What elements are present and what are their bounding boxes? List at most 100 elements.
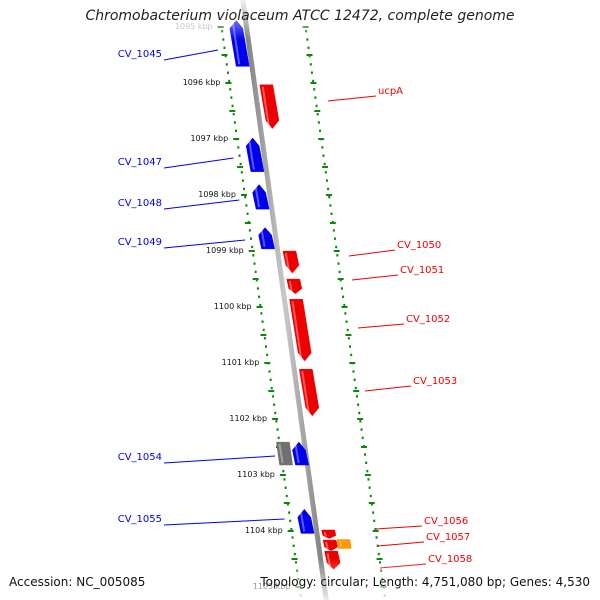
gene-label-plus[interactable]: CV_1050 [397,240,441,251]
track-dot [357,403,360,406]
track-dot [322,154,325,157]
track-dot [246,212,249,215]
kbp-tick-label: 1102 kbp [229,414,267,423]
gene-label-plus[interactable]: CV_1056 [424,516,468,527]
track-dot [358,411,361,415]
track-dot [252,254,255,257]
track-dot [316,113,319,116]
track-dot [239,162,242,166]
track-dot [261,320,264,323]
gene-feature[interactable] [322,539,338,551]
gene-label-leader [375,525,423,530]
track-dot [315,104,318,108]
major-tick-left [287,530,294,532]
gene-feature[interactable] [336,539,352,549]
kbp-tick-label: 1101 kbp [222,358,260,367]
genome-backbone [240,0,329,600]
gene-shine [254,186,261,208]
track-dot [372,511,375,514]
track-dot [312,79,315,83]
gene-label-plus[interactable]: CV_1057 [426,532,470,543]
gene-shine [288,280,293,292]
gene-label-plus[interactable]: CV_1051 [400,265,444,276]
kbp-tick-label: 1098 kbp [198,190,236,199]
track-dot [374,528,377,531]
track-dot [317,121,320,124]
gene-label-leader [163,49,219,61]
gene-feature[interactable] [299,369,320,417]
gene-label-minus[interactable]: CV_1049 [118,237,162,248]
kbp-tick-label: 1104 kbp [245,526,283,535]
track-dot [248,229,251,232]
track-dot [330,212,333,215]
track-dot [241,179,244,182]
track-dot [342,295,345,298]
gene-label-minus[interactable]: CV_1047 [118,157,162,168]
gene-feature[interactable] [252,184,270,210]
track-dot [336,254,339,257]
gene-label-plus[interactable]: CV_1058 [428,554,472,565]
gene-label-leader [163,518,285,526]
kbp-tick-label: 1100 kbp [214,302,252,311]
gene-feature[interactable] [286,278,303,295]
gene-shine [291,301,303,360]
major-tick-left [240,194,247,196]
gene-label-plus[interactable]: CV_1053 [413,376,457,387]
major-tick-right [341,306,348,308]
major-tick-left [237,166,244,168]
track-dot [293,552,296,556]
gene-label-leader [163,455,276,464]
gene-label-minus[interactable]: CV_1045 [118,49,162,60]
gene-feature[interactable] [289,299,312,362]
track-dot [373,519,376,523]
track-dot [276,428,279,431]
track-dot [328,196,331,199]
gene-label-minus[interactable]: CV_1054 [118,452,162,463]
track-dot [229,88,232,91]
track-dot [359,420,362,423]
gene-label-leader [364,385,412,392]
gene-label-plus[interactable]: CV_1052 [406,314,450,325]
major-tick-right [357,418,364,420]
track-dot [360,428,363,431]
track-dot [319,129,322,132]
gene-label-leader [377,541,425,547]
major-tick-right [325,194,332,196]
track-dot [259,303,262,307]
track-dot [254,270,257,274]
gene-labels: CV_1045 ucpA CV_1047 CV_1048 CV_1049 CV_1050 C… [118,49,472,569]
major-tick-right [314,110,321,112]
track-dot [375,536,378,539]
gene-feature[interactable] [245,137,265,172]
gene-label-minus[interactable]: CV_1055 [118,514,162,525]
track-dot [285,494,288,498]
gene-label-minus[interactable]: CV_1048 [118,198,162,209]
track-dot [340,287,343,290]
track-dot [268,370,271,373]
track-dot [244,196,247,199]
track-dot [286,503,289,506]
gene-feature[interactable] [297,508,315,534]
gene-shine [260,229,266,248]
gene-label-plus[interactable]: ucpA [378,86,403,97]
major-tick-right [310,82,317,84]
gene-feature[interactable] [259,84,280,129]
track-dot [237,146,240,149]
track-dot [250,237,253,240]
track-dot [335,245,338,249]
track-dot [235,129,238,132]
track-dot [307,46,310,49]
gene-label-leader [357,323,405,329]
gene-feature[interactable] [321,529,337,539]
track-dot [324,171,327,174]
gene-feature[interactable] [276,441,293,466]
gene-feature[interactable] [282,250,300,274]
major-tick-right [345,334,352,336]
track-dot [349,345,352,348]
gene-feature[interactable] [292,441,309,466]
track-dot [260,312,263,315]
track-dot [309,63,312,66]
track-dot [289,519,292,523]
gene-feature[interactable] [258,227,275,250]
